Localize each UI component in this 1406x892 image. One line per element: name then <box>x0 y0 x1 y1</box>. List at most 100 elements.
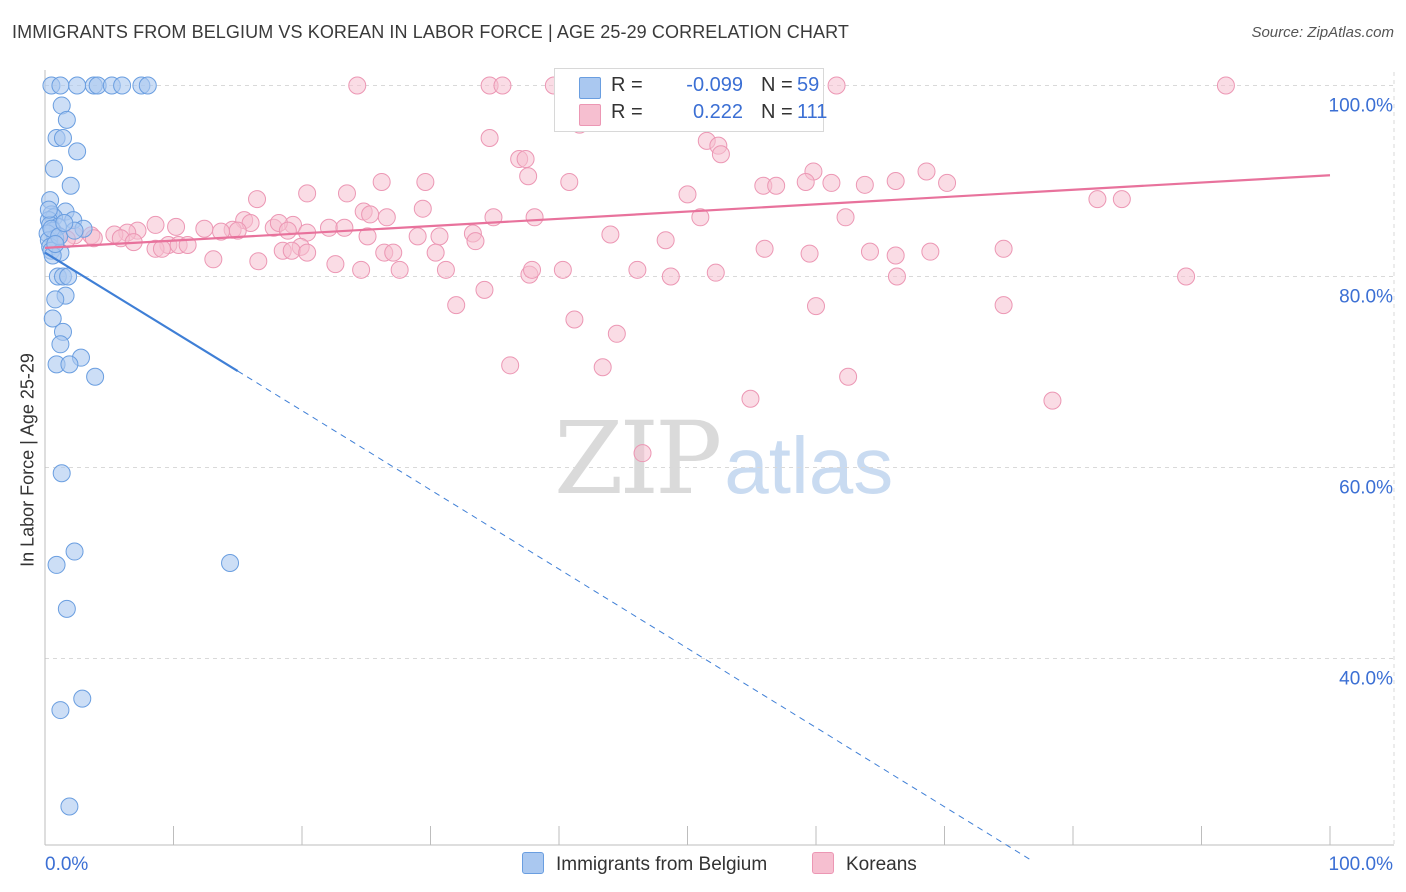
belgium-point <box>44 159 63 178</box>
korean-point <box>480 129 499 148</box>
legend-n-value-koreans: 111 <box>797 101 828 123</box>
belgium-point <box>43 309 62 328</box>
korean-point <box>523 260 542 279</box>
korean-point <box>413 199 432 218</box>
korean-point <box>282 241 301 260</box>
korean-point <box>1177 267 1196 286</box>
korean-point <box>436 260 455 279</box>
bottom-legend-label-koreans: Koreans <box>846 854 917 875</box>
korean-point <box>501 356 520 375</box>
korean-point <box>565 310 584 329</box>
korean-point <box>767 176 786 195</box>
korean-point <box>633 444 652 463</box>
korean-point <box>519 167 538 186</box>
korean-point <box>249 252 268 271</box>
x-tick-label-max: 100.0% <box>1329 854 1394 875</box>
belgium-point <box>60 797 79 816</box>
korean-point <box>560 172 579 191</box>
axes <box>44 70 1394 846</box>
bottom-legend-label-belgium: Immigrants from Belgium <box>556 854 768 875</box>
korean-point <box>167 217 186 236</box>
belgium-point <box>51 701 70 720</box>
korean-point <box>278 221 297 240</box>
y-tick-label: 80.0% <box>1339 287 1393 308</box>
korean-point <box>352 260 371 279</box>
source-label: Source: ZipAtlas.com <box>1251 24 1394 41</box>
korean-point <box>994 296 1013 315</box>
legend-n-label: N = <box>761 101 793 123</box>
legend-r-label: R = <box>611 74 643 96</box>
korean-point <box>1043 391 1062 410</box>
korean-point <box>887 267 906 286</box>
korean-point <box>706 263 725 282</box>
korean-point <box>466 232 485 251</box>
korean-point <box>994 239 1013 258</box>
korean-point <box>337 184 356 203</box>
korean-point <box>886 246 905 265</box>
korean-point <box>921 242 940 261</box>
korean-point <box>691 208 710 227</box>
korean-point <box>839 367 858 386</box>
korean-point <box>938 173 957 192</box>
belgium-point <box>60 355 79 374</box>
chart-title: IMMIGRANTS FROM BELGIUM VS KOREAN IN LAB… <box>12 22 849 42</box>
korean-point <box>204 250 223 269</box>
korean-point <box>827 76 846 95</box>
korean-point <box>796 172 815 191</box>
korean-point <box>426 243 445 262</box>
belgium-point <box>52 464 71 483</box>
belgium-point <box>65 542 84 561</box>
korean-point <box>860 242 879 261</box>
korean-point <box>298 243 317 262</box>
korean-point <box>1088 190 1107 209</box>
korean-point <box>661 267 680 286</box>
korean-point <box>447 296 466 315</box>
korean-point <box>741 389 760 408</box>
korean-point <box>146 215 165 234</box>
belgium-point <box>46 235 65 254</box>
korean-point <box>358 227 377 246</box>
bottom-legend-swatch-belgium <box>522 852 544 874</box>
korean-point <box>248 190 267 209</box>
koreans-trend-line <box>44 174 1331 249</box>
belgium-trend-line <box>44 251 239 372</box>
korean-point <box>377 208 396 227</box>
korean-point <box>335 218 354 237</box>
y-tick-label: 60.0% <box>1339 478 1393 499</box>
y-tick-label: 40.0% <box>1339 669 1393 690</box>
belgium-point <box>51 76 70 95</box>
korean-point <box>822 173 841 192</box>
korean-point <box>755 239 774 258</box>
korean-point <box>408 227 427 246</box>
korean-point <box>372 172 391 191</box>
legend-r-label: R = <box>611 101 643 123</box>
watermark-atlas: atlas <box>724 421 894 510</box>
y-tick-label: 100.0% <box>1329 96 1394 117</box>
legend-n-value-belgium: 59 <box>797 74 820 96</box>
belgium-point <box>51 335 70 354</box>
korean-point <box>607 324 626 343</box>
belgium-point <box>55 214 74 233</box>
axis-tick-labels: 40.0% 60.0% 80.0% 100.0% 0.0% 100.0% <box>45 96 1393 876</box>
belgium-point <box>39 200 58 219</box>
korean-point <box>384 243 403 262</box>
belgium-point <box>47 555 66 574</box>
korean-point <box>326 255 345 274</box>
belgium-point <box>86 367 105 386</box>
korean-point <box>800 244 819 263</box>
bottom-legend-belgium: Immigrants from Belgium <box>522 852 767 876</box>
korean-point <box>430 227 449 246</box>
belgium-point <box>57 599 76 618</box>
belgium-points <box>38 76 240 816</box>
legend-n-label: N = <box>761 74 793 96</box>
belgium-point <box>53 129 72 148</box>
korean-point <box>593 358 612 377</box>
korean-point <box>855 175 874 194</box>
legend-swatch-belgium <box>579 77 601 99</box>
korean-point <box>836 208 855 227</box>
legend-swatch-koreans <box>579 104 601 126</box>
korean-point <box>525 208 544 227</box>
korean-point <box>390 260 409 279</box>
bottom-legend-koreans: Koreans <box>812 852 917 876</box>
